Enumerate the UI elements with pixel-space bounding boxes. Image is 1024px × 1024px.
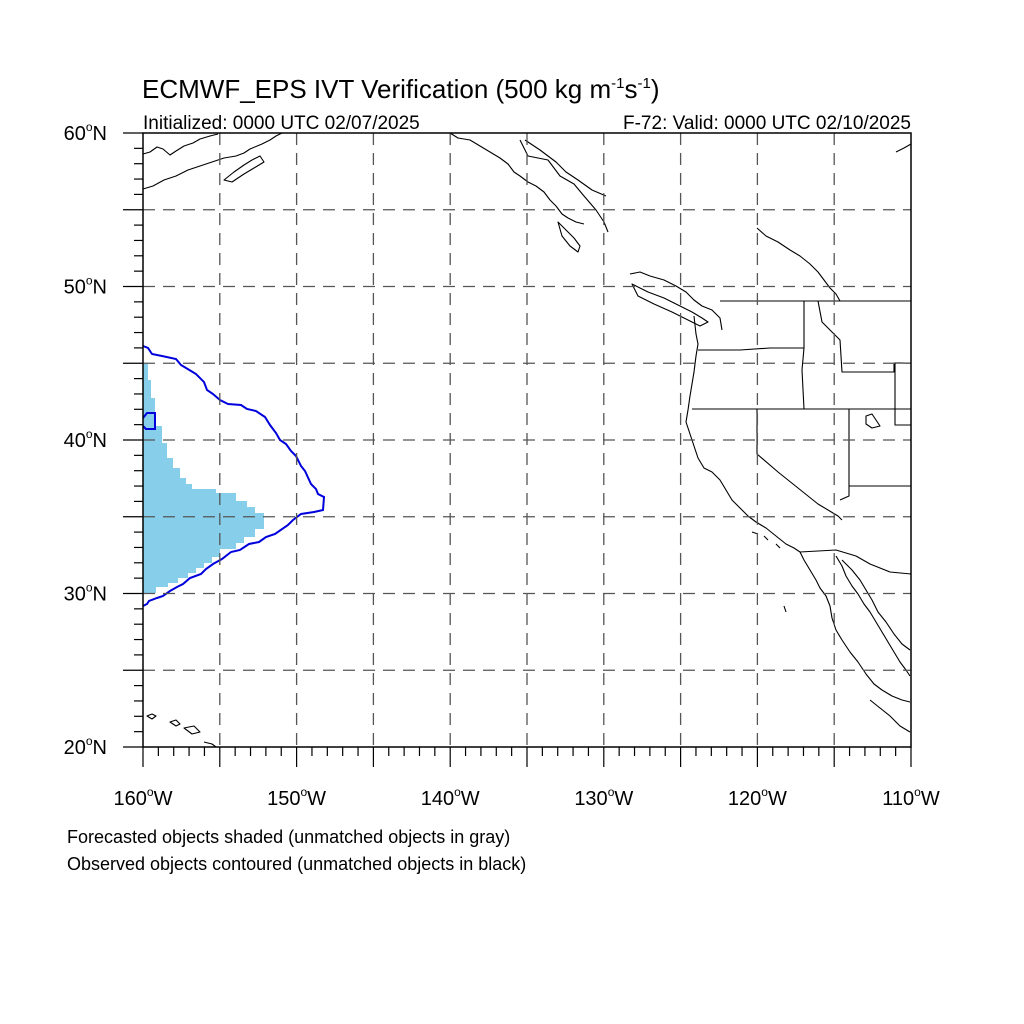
title-superscript-1: -1	[611, 75, 624, 92]
kodiak-island	[223, 155, 265, 183]
lon-label-hemisphere: W	[768, 788, 787, 810]
map-tick-marks	[123, 132, 912, 767]
degree-symbol: o	[86, 120, 93, 134]
latitude-label: 50oN	[64, 274, 107, 299]
degree-symbol: o	[147, 785, 154, 799]
lat-label-hemisphere: N	[93, 123, 107, 145]
latitude-label: 30oN	[64, 581, 107, 606]
lat-label-value: 60	[64, 123, 86, 145]
degree-symbol: o	[86, 427, 93, 441]
degree-symbol: o	[608, 785, 615, 799]
valid-time-label: F-72: Valid: 0000 UTC 02/10/2025	[623, 113, 911, 134]
longitude-label: 120oW	[728, 785, 787, 810]
mexico-coast-south	[869, 699, 911, 733]
forecast-ivt-object	[143, 363, 264, 593]
lon-label-value: 140	[421, 788, 454, 810]
longitude-label: 150oW	[267, 785, 326, 810]
baja-california-gulf-coast	[835, 555, 911, 677]
lat-label-hemisphere: N	[93, 737, 107, 759]
hawaii-oahu-maui	[169, 719, 201, 735]
longitude-label: 130oW	[574, 785, 633, 810]
footnote-forecast: Forecasted objects shaded (unmatched obj…	[67, 827, 510, 847]
vancouver-island	[631, 283, 709, 327]
coastlines	[142, 132, 912, 748]
alaska-coast-east	[449, 132, 585, 225]
longitude-label: 110oW	[882, 785, 940, 810]
degree-symbol: o	[761, 785, 768, 799]
lat-label-hemisphere: N	[93, 277, 107, 299]
lon-label-value: 110	[882, 788, 914, 810]
degree-symbol: o	[86, 274, 93, 288]
bc-alberta-border	[756, 227, 841, 302]
lon-label-value: 160	[114, 788, 147, 810]
map-title: ECMWF_EPS IVT Verification (500 kg m-1s-…	[142, 74, 659, 104]
map-plot-area	[123, 132, 912, 767]
longitude-label: 160oW	[114, 785, 173, 810]
lon-label-value: 150	[267, 788, 300, 810]
bc-coast	[629, 271, 723, 331]
observed-ivt-contour	[142, 345, 326, 607]
guadalupe-island	[783, 605, 787, 613]
longitude-label: 140oW	[421, 785, 480, 810]
title-text: ECMWF_EPS IVT Verification (500 kg m	[142, 74, 611, 104]
lat-label-value: 50	[64, 277, 86, 299]
title-superscript-2: -1	[637, 75, 650, 92]
hawaii-big-island	[203, 741, 217, 748]
us-mexico-border	[799, 549, 912, 575]
alaska-peninsula-coast	[142, 132, 283, 190]
lat-label-value: 30	[64, 584, 86, 606]
alaska-canada-border	[524, 139, 607, 197]
lon-label-hemisphere: W	[307, 788, 326, 810]
nevada-arizona-border	[839, 409, 850, 501]
wyoming-border	[894, 363, 911, 426]
lat-label-hemisphere: N	[93, 584, 107, 606]
lon-label-value: 130	[574, 788, 607, 810]
washington-oregon-border	[698, 347, 804, 351]
latitude-label: 40oN	[64, 427, 107, 452]
lon-label-hemisphere: W	[461, 788, 480, 810]
haida-gwaii	[557, 221, 581, 253]
degree-symbol: o	[86, 734, 93, 748]
map-gridlines	[143, 133, 911, 747]
longitude-labels: 160oW 150oW 140oW 130oW 120oW 110oW	[114, 785, 940, 810]
observed-ivt-contour-notch	[142, 412, 156, 430]
lon-label-hemisphere: W	[614, 788, 633, 810]
lat-label-hemisphere: N	[93, 430, 107, 452]
mexico-mainland-coast	[841, 559, 911, 651]
southeast-alaska-coast	[519, 139, 609, 233]
lon-label-hemisphere: W	[154, 788, 173, 810]
latitude-label: 20oN	[64, 734, 107, 759]
lon-label-hemisphere: W	[921, 788, 940, 810]
hawaii-kauai	[146, 713, 157, 720]
title-text-s: s	[624, 74, 637, 104]
title-text-end: )	[651, 74, 660, 104]
idaho-border	[801, 301, 805, 410]
alaska-peninsula-coast-north	[142, 133, 219, 156]
latitude-label: 60oN	[64, 120, 107, 145]
footnote-observed: Observed objects contoured (unmatched ob…	[67, 854, 526, 874]
degree-symbol: o	[454, 785, 461, 799]
lat-label-value: 40	[64, 430, 86, 452]
initialized-label: Initialized: 0000 UTC 02/07/2025	[143, 113, 420, 134]
great-salt-lake	[865, 413, 881, 429]
degree-symbol: o	[300, 785, 307, 799]
lon-label-value: 120	[728, 788, 761, 810]
degree-symbol: o	[914, 785, 921, 799]
hudson-bay-coast	[895, 143, 912, 153]
lat-label-value: 20	[64, 737, 86, 759]
us-west-coast	[685, 315, 911, 703]
degree-symbol: o	[86, 581, 93, 595]
